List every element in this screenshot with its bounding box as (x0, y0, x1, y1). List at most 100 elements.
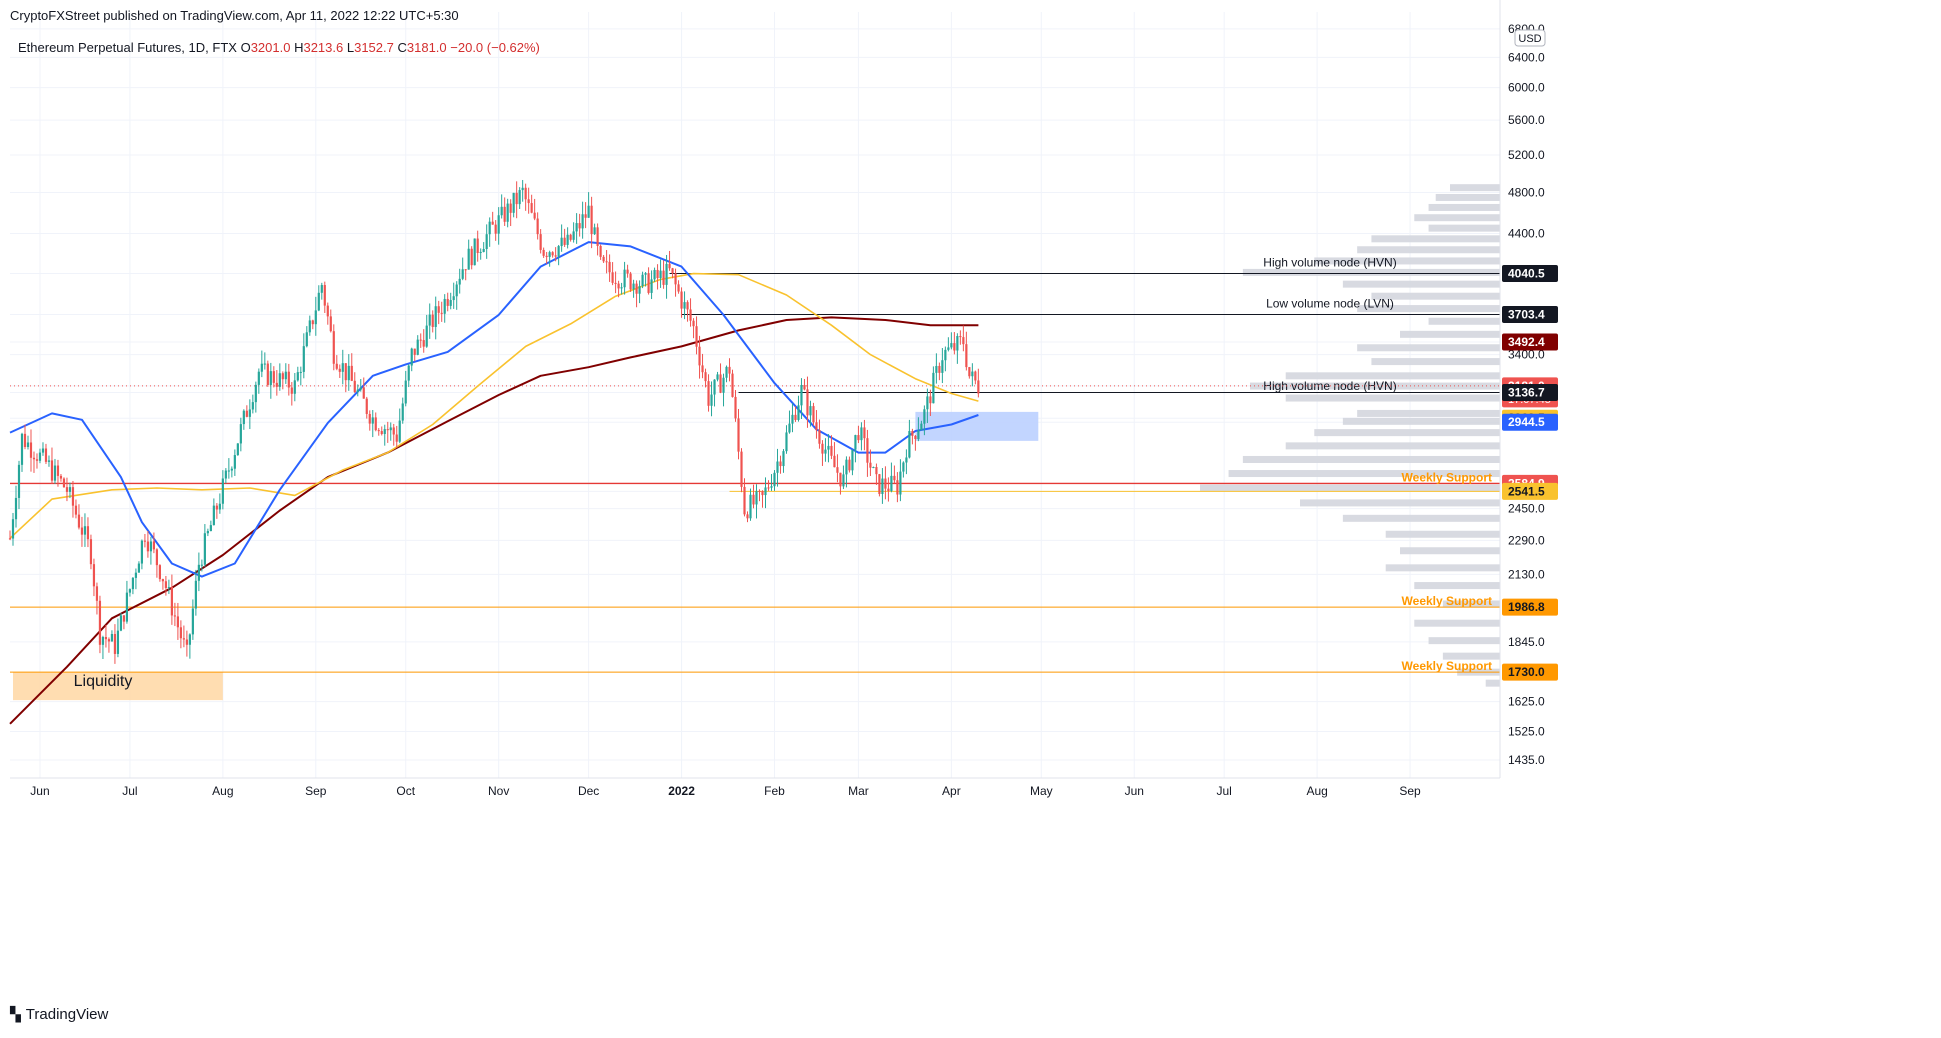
candle-body (245, 410, 248, 417)
candle-body (506, 203, 509, 222)
candle-body (728, 366, 731, 374)
candle-body (8, 538, 12, 540)
candle-body (434, 306, 437, 327)
price-badge-label: 2944.5 (1508, 415, 1545, 429)
candle-body (458, 278, 461, 285)
time-tick-label: Mar (848, 784, 869, 798)
time-tick-label: 2022 (668, 784, 695, 798)
candle-body (476, 238, 479, 253)
candle-body (956, 336, 959, 351)
price-tick-label: 4800.0 (1508, 186, 1545, 200)
candle-body (32, 457, 36, 460)
candle-body (854, 435, 857, 450)
candle-body (929, 396, 932, 404)
candle-body (26, 442, 30, 447)
candle-body (71, 487, 75, 506)
candle-body (554, 255, 557, 257)
candle-body (119, 615, 123, 631)
publisher-line: CryptoFXStreet published on TradingView.… (10, 8, 459, 23)
volume-profile-bar (1400, 330, 1500, 338)
candle-body (209, 525, 212, 532)
time-tick-label: Aug (1306, 784, 1327, 798)
candle-body (194, 580, 197, 609)
weekly-support-label: Weekly Support (1402, 470, 1492, 484)
candle-body (923, 409, 926, 424)
candle-body (917, 430, 920, 440)
price-tick-label: 1625.0 (1508, 695, 1545, 709)
candle-body (800, 384, 803, 406)
candle-body (311, 320, 314, 325)
candle-body (464, 269, 467, 271)
candle-body (620, 287, 623, 289)
price-badge (1502, 265, 1558, 283)
candle-body (884, 478, 887, 489)
candle-body (356, 389, 359, 393)
candle-body (761, 491, 764, 496)
candle-body (125, 592, 129, 622)
candle-body (14, 497, 18, 520)
candle-body (44, 448, 48, 462)
volume-profile-bar (1300, 499, 1500, 507)
candle-body (776, 461, 779, 473)
candle-body (614, 282, 617, 284)
candle-body (818, 430, 821, 444)
candle-body (500, 206, 503, 216)
candle-body (749, 494, 752, 519)
candle-body (236, 443, 239, 456)
ma-100-line (9, 272, 979, 539)
candle-body (608, 261, 611, 273)
candle-body (101, 637, 105, 645)
horizontal-levels: High volume node (HVN) Low volume node (L… (10, 256, 1500, 673)
time-tick-label: Sep (305, 784, 327, 798)
volume-profile-bar (1285, 442, 1500, 450)
tradingview-brand[interactable]: ▚ TradingView (10, 1006, 108, 1023)
candle-body (467, 248, 470, 270)
symbol-legend: Ethereum Perpetual Futures, 1D, FTX O320… (18, 40, 540, 55)
volume-profile-bar (1385, 564, 1500, 572)
time-tick-label: Jul (1217, 784, 1232, 798)
volume-profile-bar (1428, 637, 1500, 645)
candle-body (152, 541, 156, 550)
candle-body (287, 371, 290, 388)
candle-body (947, 347, 950, 350)
candle-body (350, 365, 353, 381)
ma-50-line (9, 241, 979, 578)
grid (10, 12, 1500, 778)
candle-body (584, 214, 587, 218)
candle-body (401, 403, 404, 421)
candle-body (53, 465, 57, 481)
candle-body (251, 402, 254, 410)
candle-body (215, 505, 218, 510)
moving-averages (9, 241, 979, 725)
candle-body (695, 326, 698, 347)
symbol-name: Ethereum Perpetual Futures, 1D, FTX (18, 40, 237, 55)
candle-body (635, 283, 638, 294)
price-tick-label: 2450.0 (1508, 502, 1545, 516)
price-badge (1502, 598, 1558, 616)
candle-body (89, 539, 93, 565)
candle-body (191, 608, 194, 635)
candle-body (320, 285, 323, 293)
candle-body (443, 298, 446, 314)
candle-body (737, 418, 740, 452)
candle-body (179, 627, 182, 639)
candle-body (821, 443, 824, 454)
candle-body (134, 572, 138, 578)
candle-body (902, 462, 905, 472)
candle-body (689, 309, 692, 321)
candle-body (65, 487, 69, 492)
volume-profile-bar (1342, 417, 1500, 425)
candle-body (794, 414, 797, 420)
candle-body (35, 459, 39, 461)
candle-body (128, 589, 132, 593)
volume-profile-bar (1385, 530, 1500, 538)
volume-profile-bar (1414, 214, 1500, 222)
candle-body (899, 471, 902, 495)
candle-body (833, 455, 836, 468)
candle-body (509, 203, 512, 213)
candle-body (788, 423, 791, 433)
candle-body (725, 366, 728, 378)
candle-body (158, 565, 161, 580)
